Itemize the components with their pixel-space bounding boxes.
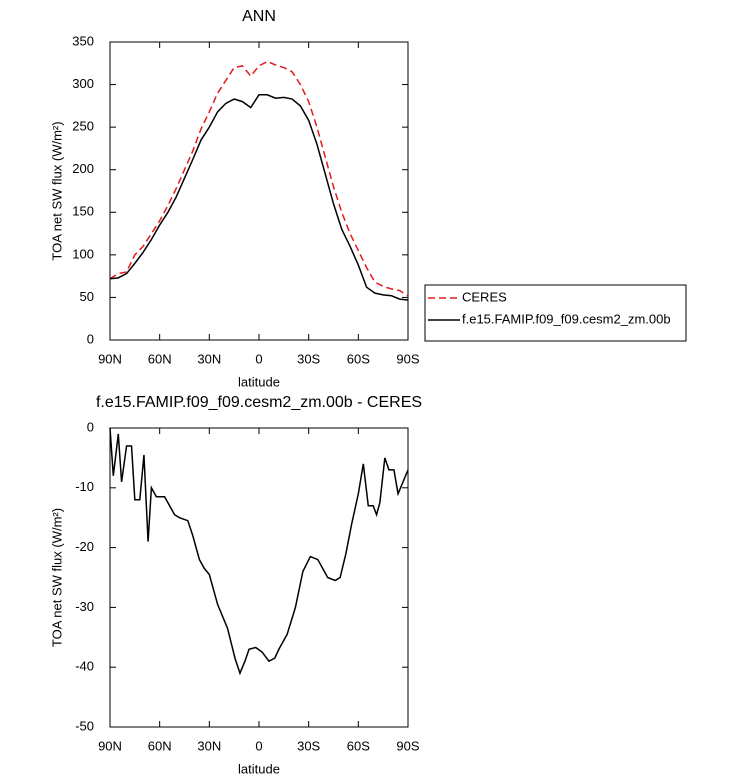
x-tick-label: 30S	[297, 738, 320, 753]
x-tick-label: 90N	[98, 738, 122, 753]
x-tick-label: 60S	[347, 351, 370, 366]
x-tick-label: 0	[255, 738, 262, 753]
data-line	[109, 60, 409, 297]
y-tick-label: -40	[75, 659, 94, 674]
y-tick-label: 100	[72, 246, 94, 261]
chart-title: ANN	[242, 8, 276, 25]
x-tick-label: 90N	[98, 351, 122, 366]
y-tick-label: 0	[87, 419, 94, 434]
x-tick-label: 60N	[148, 738, 172, 753]
y-tick-label: 0	[87, 331, 94, 346]
data-line	[109, 427, 409, 676]
legend-label: CERES	[462, 289, 507, 304]
y-tick-label: 50	[80, 289, 94, 304]
x-tick-label: 90S	[396, 351, 419, 366]
y-tick-label: -30	[75, 599, 94, 614]
y-tick-label: -20	[75, 539, 94, 554]
y-tick-label: 250	[72, 119, 94, 134]
x-tick-label: 30N	[197, 738, 221, 753]
y-tick-label: 200	[72, 161, 94, 176]
x-tick-label: 90S	[396, 738, 419, 753]
data-line	[109, 94, 409, 301]
x-tick-label: 0	[255, 351, 262, 366]
plot-frame	[109, 41, 409, 341]
legend-box	[424, 284, 687, 342]
y-axis-title: TOA net SW flux (W/m²)	[49, 508, 64, 647]
y-tick-label: -10	[75, 479, 94, 494]
plot-frame	[109, 427, 409, 728]
x-tick-label: 30S	[297, 351, 320, 366]
y-tick-label: 300	[72, 76, 94, 91]
y-tick-label: 350	[72, 33, 94, 48]
y-tick-label: -50	[75, 718, 94, 733]
x-tick-label: 60S	[347, 738, 370, 753]
y-tick-label: 150	[72, 204, 94, 219]
x-tick-label: 30N	[197, 351, 221, 366]
x-axis-title: latitude	[238, 374, 280, 389]
y-axis-title: TOA net SW flux (W/m²)	[49, 121, 64, 260]
x-axis-title: latitude	[238, 761, 280, 776]
legend-label: f.e15.FAMIP.f09_f09.cesm2_zm.00b	[462, 311, 671, 326]
chart-title: f.e15.FAMIP.f09_f09.cesm2_zm.00b - CERES	[96, 394, 422, 411]
x-tick-label: 60N	[148, 351, 172, 366]
